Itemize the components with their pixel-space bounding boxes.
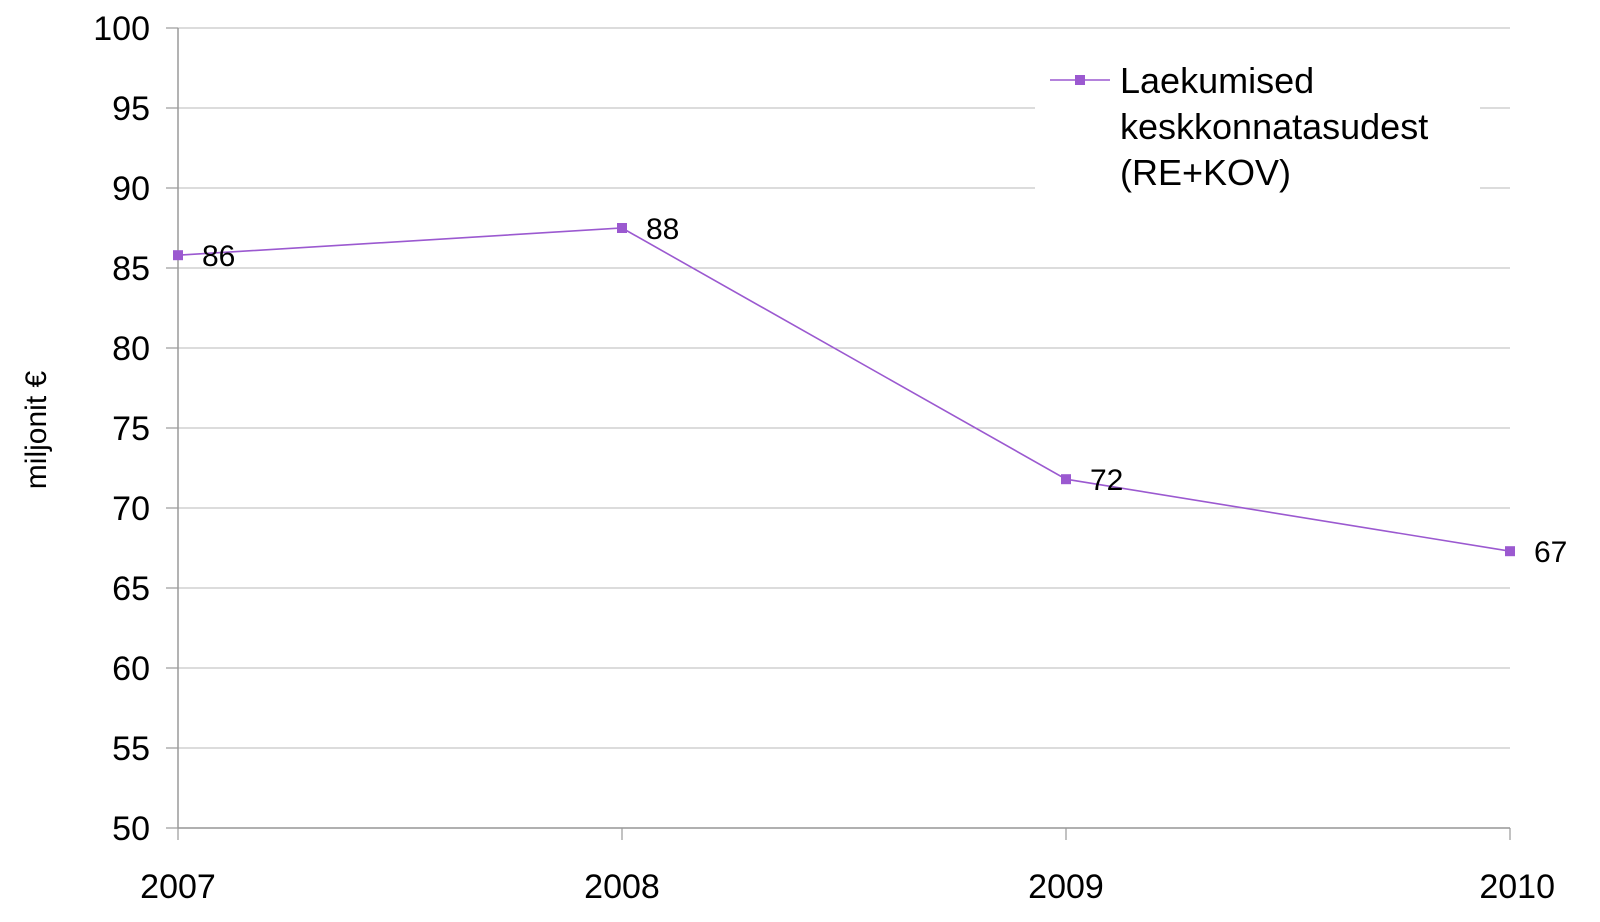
y-tick-label: 70 [112,490,150,528]
y-tick-label: 90 [112,170,150,208]
legend: Laekumised keskkonnatasudest (RE+KOV) [1035,48,1480,193]
x-tick-label: 2010 [1479,868,1555,906]
y-tick-label: 75 [112,410,150,448]
data-label: 72 [1090,464,1123,497]
legend-label: Laekumised keskkonnatasudest (RE+KOV) [1120,60,1428,193]
y-tick-label: 85 [112,250,150,288]
x-tick-labels: 2007 2008 2009 2010 [140,868,1555,906]
x-tick-label: 2008 [584,868,660,906]
y-tick-label: 55 [112,730,150,768]
x-tick-label: 2007 [140,868,216,906]
y-tick-label: 60 [112,650,150,688]
axes [166,27,1511,840]
data-point [617,223,627,233]
data-label: 67 [1534,536,1567,569]
data-label: 88 [646,213,679,246]
y-tick-label: 50 [112,810,150,848]
legend-marker-swatch [1075,75,1085,85]
y-tick-label: 100 [93,10,150,48]
y-tick-label: 95 [112,90,150,128]
y-tick-label: 65 [112,570,150,608]
data-point [1061,474,1071,485]
y-axis-title: miljonit € [20,370,53,489]
series-line [177,227,1511,552]
x-tick-label: 2009 [1028,868,1104,906]
legend-background [1035,48,1480,193]
y-tick-labels: 50 55 60 65 70 75 80 85 90 95 100 [93,10,150,848]
series-layer: 86 88 72 67 [173,213,1567,569]
data-point [1505,546,1515,557]
y-tick-label: 80 [112,330,150,368]
data-label: 86 [202,240,235,273]
data-point [173,250,183,261]
